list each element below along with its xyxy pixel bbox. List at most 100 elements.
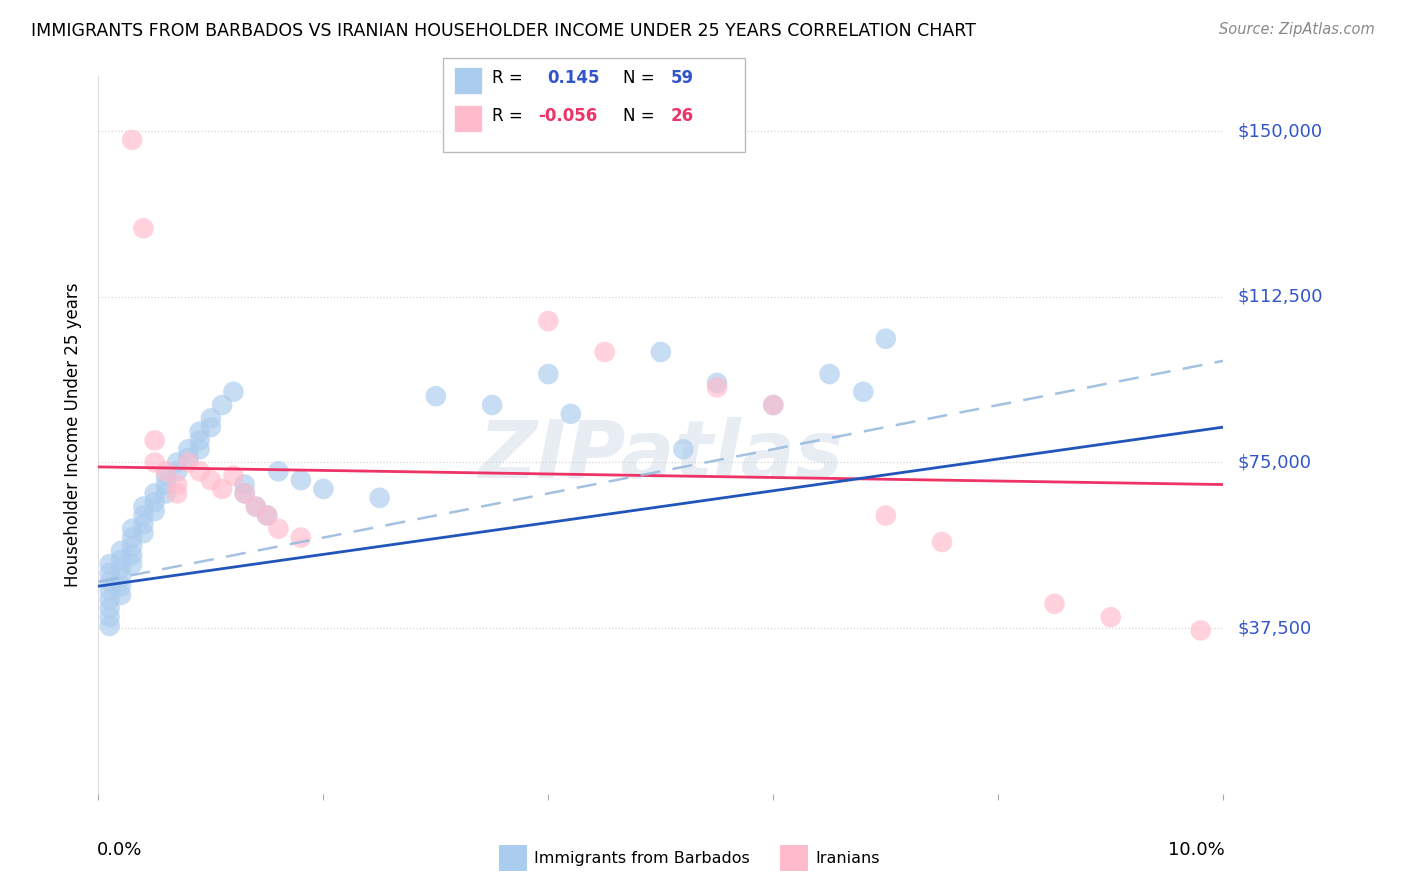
Point [155,468,177,483]
Point [177,442,200,457]
Text: R =: R = [492,69,523,87]
Point [762,398,785,412]
Point [188,434,211,448]
Point [222,468,245,483]
Point [290,473,312,487]
Point [143,486,166,500]
Text: Immigrants from Barbados: Immigrants from Barbados [534,851,749,865]
Point [537,314,560,328]
Text: Source: ZipAtlas.com: Source: ZipAtlas.com [1219,22,1375,37]
Point [818,367,841,381]
Point [245,500,267,514]
Point [1099,610,1122,624]
Point [245,500,267,514]
Text: $112,500: $112,500 [1237,288,1323,306]
Point [132,508,155,523]
Point [155,477,177,491]
Point [98,619,121,633]
Point [188,464,211,478]
Point [132,500,155,514]
Point [143,495,166,509]
Point [166,455,188,469]
Point [233,477,256,491]
Point [177,455,200,469]
Y-axis label: Householder Income Under 25 years: Householder Income Under 25 years [65,283,83,587]
Point [98,583,121,598]
Text: $150,000: $150,000 [1237,122,1322,140]
Point [256,508,278,523]
Point [132,221,155,235]
Text: Iranians: Iranians [815,851,880,865]
Point [110,552,132,566]
Point [672,442,695,457]
Text: $37,500: $37,500 [1237,619,1312,637]
Point [931,535,953,549]
Point [110,561,132,575]
Text: 0.145: 0.145 [547,69,599,87]
Point [875,332,897,346]
Point [537,367,560,381]
Point [706,376,728,390]
Point [593,345,616,359]
Point [368,491,391,505]
Text: IMMIGRANTS FROM BARBADOS VS IRANIAN HOUSEHOLDER INCOME UNDER 25 YEARS CORRELATIO: IMMIGRANTS FROM BARBADOS VS IRANIAN HOUS… [31,22,976,40]
Text: 26: 26 [671,107,693,125]
Text: N =: N = [623,107,654,125]
Point [211,482,233,496]
Point [200,420,222,434]
Point [110,579,132,593]
Point [166,486,188,500]
Point [143,504,166,518]
Point [166,477,188,491]
Point [98,574,121,589]
Point [110,570,132,584]
Text: 10.0%: 10.0% [1167,840,1225,859]
Point [200,411,222,425]
Point [98,610,121,624]
Point [188,425,211,439]
Point [233,486,256,500]
Point [200,473,222,487]
Point [560,407,582,421]
Point [155,486,177,500]
Point [267,522,290,536]
Point [481,398,503,412]
Point [211,398,233,412]
Point [98,592,121,607]
Point [121,557,143,571]
Point [188,442,211,457]
Point [256,508,278,523]
Point [852,384,875,399]
Point [267,464,290,478]
Point [143,455,166,469]
Text: N =: N = [623,69,654,87]
Point [143,434,166,448]
Point [222,384,245,399]
Point [98,566,121,580]
Text: -0.056: -0.056 [538,107,598,125]
Point [155,464,177,478]
Text: R =: R = [492,107,523,125]
Point [706,380,728,394]
Point [312,482,335,496]
Point [650,345,672,359]
Point [98,557,121,571]
Text: $75,000: $75,000 [1237,453,1312,472]
Point [110,588,132,602]
Point [121,531,143,545]
Point [1189,624,1212,638]
Point [762,398,785,412]
Point [98,601,121,615]
Point [121,522,143,536]
Point [132,517,155,532]
Text: ZIPatlas: ZIPatlas [478,417,844,495]
Text: 59: 59 [671,69,693,87]
Point [110,544,132,558]
Point [233,486,256,500]
Point [177,451,200,466]
Point [166,464,188,478]
Point [132,526,155,541]
Point [121,540,143,554]
Point [290,531,312,545]
Text: 0.0%: 0.0% [97,840,142,859]
